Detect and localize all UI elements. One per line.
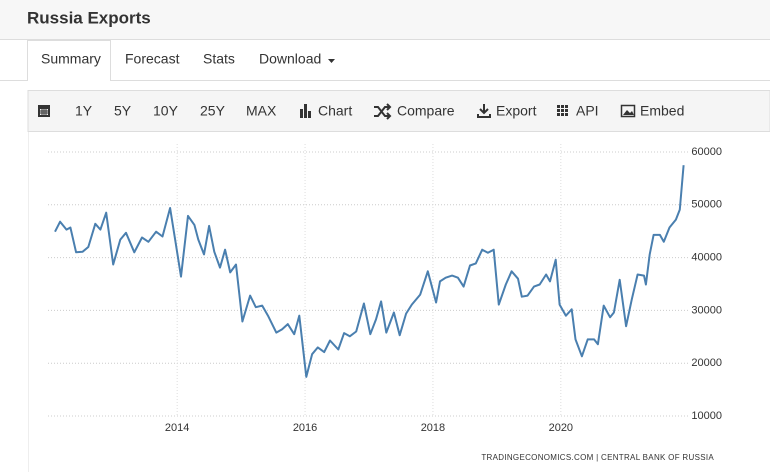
- caret: [328, 59, 335, 63]
- tab[interactable]: Download: [259, 51, 321, 67]
- range-button[interactable]: 25Y: [200, 103, 226, 119]
- compare-icon: [374, 103, 392, 120]
- active-tab[interactable]: [27, 40, 111, 82]
- x-tick-label: 2014: [165, 422, 189, 434]
- y-tick-label: 50000: [691, 199, 722, 211]
- y-tick-label: 10000: [691, 410, 722, 422]
- toolbar-button[interactable]: Export: [496, 103, 537, 119]
- toolbar-button[interactable]: Embed: [640, 103, 684, 119]
- x-tick-label: 2020: [549, 422, 573, 434]
- calendar-icon[interactable]: [38, 105, 50, 117]
- x-tick-label: 2018: [421, 422, 445, 434]
- y-tick-label: 40000: [691, 252, 722, 264]
- tab[interactable]: Stats: [203, 51, 235, 67]
- toolbar-button[interactable]: API: [576, 103, 599, 119]
- data-line: [54, 165, 685, 378]
- tab-gap: [28, 79, 110, 82]
- source-note: TRADINGECONOMICS.COM | CENTRAL BANK OF R…: [481, 453, 714, 462]
- range-button[interactable]: MAX: [246, 103, 277, 119]
- toolbar: [27, 90, 770, 132]
- api-icon: [557, 105, 568, 116]
- toolbar-button[interactable]: Compare: [397, 103, 455, 119]
- range-button[interactable]: 5Y: [114, 103, 132, 119]
- y-tick-label: 20000: [691, 357, 722, 369]
- header-bar: [0, 0, 770, 40]
- range-button[interactable]: 1Y: [75, 103, 93, 119]
- tab[interactable]: Forecast: [125, 51, 180, 67]
- toolbar-button[interactable]: Chart: [318, 103, 352, 119]
- tab[interactable]: Summary: [41, 51, 101, 67]
- x-tick-label: 2016: [293, 422, 317, 434]
- embed-icon: [620, 104, 636, 118]
- chart-icon: [300, 104, 311, 118]
- export-icon: [477, 104, 491, 118]
- page-title: Russia Exports: [27, 8, 151, 27]
- y-tick-label: 30000: [691, 304, 722, 316]
- range-button[interactable]: 10Y: [153, 103, 179, 119]
- y-tick-label: 60000: [691, 146, 722, 158]
